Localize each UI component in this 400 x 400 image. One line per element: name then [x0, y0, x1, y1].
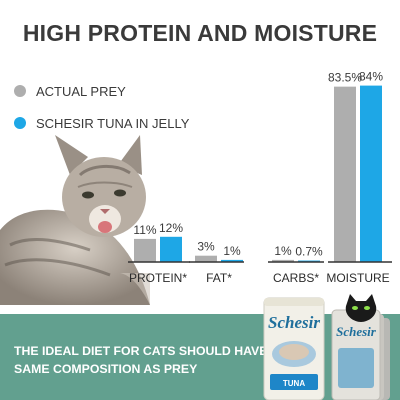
data-label-carbs-schesir: 0.7% [295, 245, 323, 259]
bar-fat-schesir [221, 259, 243, 262]
banner-text: THE IDEAL DIET FOR CATS SHOULD HAVE THE … [14, 344, 296, 376]
product-pouch-icon: Schesir [331, 309, 390, 400]
data-label-fat-actual-prey: 3% [197, 240, 215, 254]
bar-moisture-actual-prey [334, 86, 356, 263]
data-label-protein-schesir: 12% [159, 221, 183, 235]
data-label-moisture-schesir: 84% [359, 70, 383, 84]
product-pouches: Schesir Schesir TUNA [263, 294, 390, 400]
legend-swatch-actual-prey [14, 85, 26, 97]
data-label-carbs-actual-prey: 1% [274, 244, 292, 258]
bar-protein-actual-prey [134, 238, 156, 262]
page-title: HIGH PROTEIN AND MOISTURE [22, 20, 378, 46]
bar-moisture-schesir [360, 85, 382, 262]
tick-label-fat: FAT* [206, 271, 232, 285]
tick-label-moisture: MOISTURE [326, 271, 389, 285]
pouch-brand-back: Schesir [336, 324, 377, 339]
black-cat-logo-icon [345, 294, 377, 322]
legend-label-schesir: SCHESIR TUNA IN JELLY [36, 115, 190, 131]
bar-chart: 11% 12%PROTEIN*3% 1%FAT*1% 0.7%CARBS*83.5%8… [128, 70, 392, 285]
tick-label-protein: PROTEIN* [129, 271, 187, 285]
pouch-brand: Schesir [268, 313, 320, 332]
bar-carbs-actual-prey [272, 259, 294, 262]
legend-label-actual-prey: ACTUAL PREY [36, 83, 126, 99]
legend-item-actual-prey: ACTUAL PREY [14, 83, 189, 99]
legend-swatch-schesir [14, 117, 26, 129]
bar-fat-actual-prey [195, 255, 217, 262]
data-label-moisture-actual-prey: 83.5% [328, 71, 362, 85]
cat-photo [0, 135, 160, 305]
bar-protein-schesir [160, 236, 182, 262]
product-pouch-front: Schesir TUNA [263, 297, 325, 400]
data-label-protein-actual-prey: 11% [133, 223, 156, 237]
pouch-variant: TUNA [283, 379, 305, 388]
legend-item-schesir: SCHESIR TUNA IN JELLY [14, 115, 190, 131]
tick-label-carbs: CARBS* [273, 271, 319, 285]
data-label-fat-schesir: 1% [223, 244, 241, 258]
chart-legend: ACTUAL PREY SCHESIR TUNA IN JELLY [14, 84, 189, 148]
